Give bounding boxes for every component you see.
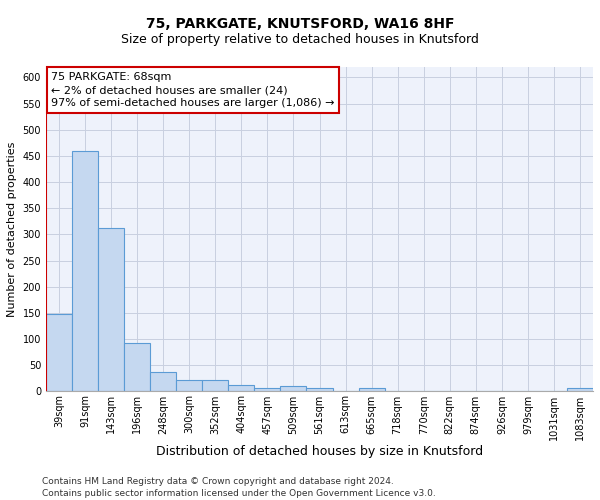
Bar bbox=[229, 384, 254, 392]
Text: Contains HM Land Registry data © Crown copyright and database right 2024.: Contains HM Land Registry data © Crown c… bbox=[42, 478, 394, 486]
Text: Contains public sector information licensed under the Open Government Licence v3: Contains public sector information licen… bbox=[42, 489, 436, 498]
Text: 75, PARKGATE, KNUTSFORD, WA16 8HF: 75, PARKGATE, KNUTSFORD, WA16 8HF bbox=[146, 18, 454, 32]
X-axis label: Distribution of detached houses by size in Knutsford: Distribution of detached houses by size … bbox=[156, 445, 483, 458]
Y-axis label: Number of detached properties: Number of detached properties bbox=[7, 142, 17, 317]
Bar bbox=[202, 380, 229, 392]
Bar bbox=[254, 388, 280, 392]
Bar bbox=[150, 372, 176, 392]
Bar bbox=[72, 150, 98, 392]
Bar bbox=[176, 380, 202, 392]
Bar bbox=[46, 314, 72, 392]
Text: 75 PARKGATE: 68sqm
← 2% of detached houses are smaller (24)
97% of semi-detached: 75 PARKGATE: 68sqm ← 2% of detached hous… bbox=[52, 72, 335, 108]
Bar bbox=[307, 388, 332, 392]
Text: Size of property relative to detached houses in Knutsford: Size of property relative to detached ho… bbox=[121, 32, 479, 46]
Bar bbox=[567, 388, 593, 392]
Bar bbox=[124, 343, 150, 392]
Bar bbox=[98, 228, 124, 392]
Bar bbox=[280, 386, 307, 392]
Bar bbox=[359, 388, 385, 392]
